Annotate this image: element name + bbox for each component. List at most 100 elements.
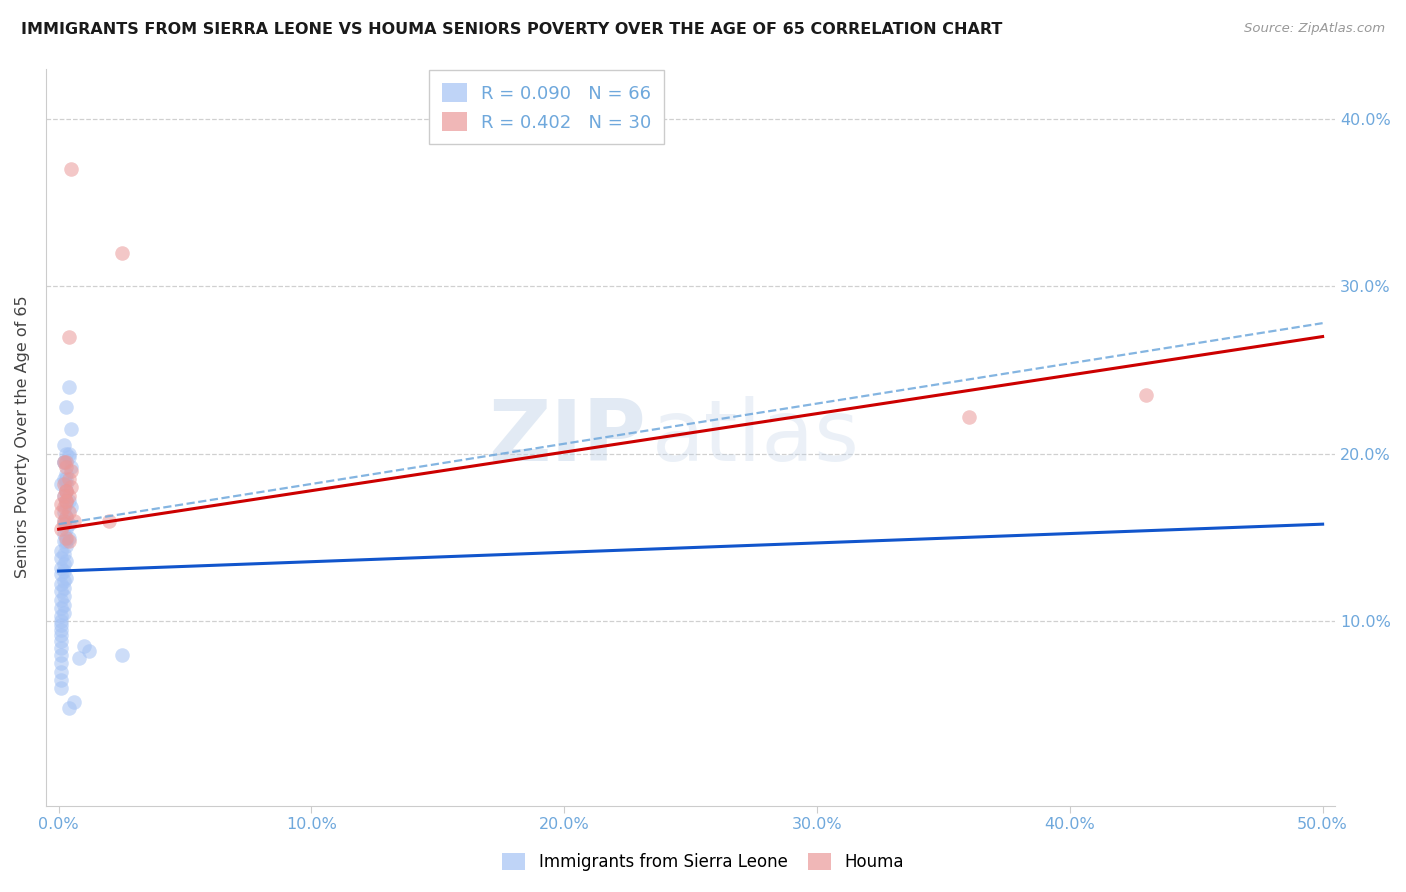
Point	[49, 560, 72, 574]
Point	[60, 500, 83, 515]
Point	[52, 455, 75, 469]
Point	[49, 615, 72, 629]
Point	[67, 651, 90, 665]
Point	[55, 493, 77, 508]
Legend: R = 0.090   N = 66, R = 0.402   N = 30: R = 0.090 N = 66, R = 0.402 N = 30	[429, 70, 664, 145]
Point	[49, 628, 72, 642]
Point	[49, 609, 72, 624]
Point	[52, 606, 75, 620]
Point	[58, 447, 80, 461]
Point	[55, 510, 77, 524]
Point	[55, 510, 77, 524]
Point	[49, 681, 72, 696]
Point	[49, 648, 72, 662]
Point	[55, 531, 77, 545]
Point	[49, 673, 72, 687]
Point	[58, 517, 80, 532]
Point	[52, 472, 75, 486]
Point	[49, 477, 72, 491]
Point	[55, 554, 77, 568]
Point	[62, 695, 84, 709]
Point	[1135, 388, 1157, 402]
Point	[52, 514, 75, 528]
Point	[55, 447, 77, 461]
Point	[55, 483, 77, 498]
Text: Source: ZipAtlas.com: Source: ZipAtlas.com	[1244, 22, 1385, 36]
Point	[60, 464, 83, 478]
Point	[49, 601, 72, 615]
Point	[55, 539, 77, 553]
Point	[60, 161, 83, 176]
Point	[52, 598, 75, 612]
Point	[55, 400, 77, 414]
Point	[52, 489, 75, 503]
Point	[52, 558, 75, 572]
Point	[77, 644, 100, 658]
Point	[55, 522, 77, 536]
Point	[52, 527, 75, 541]
Point	[58, 531, 80, 545]
Point	[49, 584, 72, 599]
Text: atlas: atlas	[652, 395, 860, 478]
Text: IMMIGRANTS FROM SIERRA LEONE VS HOUMA SENIORS POVERTY OVER THE AGE OF 65 CORRELA: IMMIGRANTS FROM SIERRA LEONE VS HOUMA SE…	[21, 22, 1002, 37]
Point	[49, 497, 72, 511]
Y-axis label: Seniors Poverty Over the Age of 65: Seniors Poverty Over the Age of 65	[15, 296, 30, 578]
Point	[52, 489, 75, 503]
Point	[55, 455, 77, 469]
Point	[52, 574, 75, 588]
Point	[52, 455, 75, 469]
Point	[55, 571, 77, 585]
Point	[58, 533, 80, 548]
Point	[49, 544, 72, 558]
Point	[52, 564, 75, 578]
Point	[55, 493, 77, 508]
Point	[49, 567, 72, 582]
Point	[73, 640, 96, 654]
Point	[62, 514, 84, 528]
Point	[49, 641, 72, 656]
Point	[55, 467, 77, 481]
Point	[49, 623, 72, 637]
Point	[52, 455, 75, 469]
Point	[58, 489, 80, 503]
Point	[49, 657, 72, 671]
Point	[52, 581, 75, 595]
Point	[49, 550, 72, 565]
Point	[60, 422, 83, 436]
Point	[52, 589, 75, 603]
Point	[58, 701, 80, 715]
Point	[58, 472, 80, 486]
Point	[49, 577, 72, 591]
Point	[52, 438, 75, 452]
Point	[49, 665, 72, 679]
Point	[58, 493, 80, 508]
Point	[111, 648, 134, 662]
Point	[111, 245, 134, 260]
Point	[52, 547, 75, 561]
Point	[52, 533, 75, 548]
Point	[49, 505, 72, 519]
Point	[52, 514, 75, 528]
Text: ZIP: ZIP	[488, 395, 645, 478]
Point	[52, 517, 75, 532]
Point	[957, 409, 980, 424]
Point	[98, 514, 121, 528]
Point	[52, 477, 75, 491]
Point	[52, 505, 75, 519]
Point	[55, 472, 77, 486]
Point	[55, 483, 77, 498]
Point	[55, 460, 77, 475]
Point	[49, 592, 72, 607]
Point	[49, 522, 72, 536]
Point	[58, 329, 80, 343]
Legend: Immigrants from Sierra Leone, Houma: Immigrants from Sierra Leone, Houma	[494, 845, 912, 880]
Point	[52, 500, 75, 515]
Point	[60, 460, 83, 475]
Point	[58, 505, 80, 519]
Point	[55, 497, 77, 511]
Point	[58, 380, 80, 394]
Point	[60, 480, 83, 494]
Point	[58, 450, 80, 465]
Point	[49, 634, 72, 648]
Point	[55, 533, 77, 548]
